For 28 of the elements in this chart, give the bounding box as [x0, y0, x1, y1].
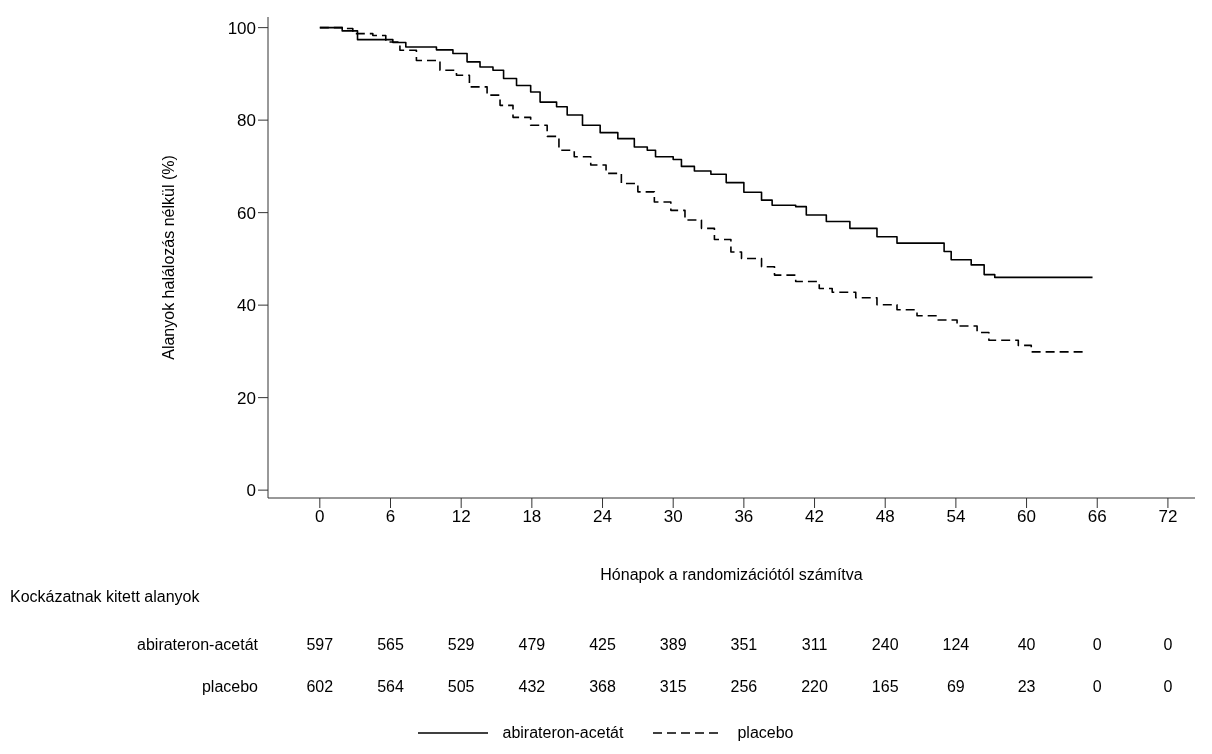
y-tick-label: 60	[237, 203, 256, 223]
x-tick-label: 42	[805, 507, 824, 527]
text: placebo	[201, 678, 258, 695]
text: 602 564 505 432 368 315 256 220 165 69 23 0 0	[306, 678, 1173, 695]
text: abirateron-acetát	[137, 636, 258, 653]
x-tick-label: 30	[663, 507, 683, 527]
legend-label: placebo	[737, 724, 794, 742]
x-tick-label: 54	[946, 507, 966, 527]
y-tick-label: 100	[227, 18, 256, 38]
text: 597 565 529 479 425 389 351 311 240 124 40 0 0	[306, 636, 1173, 653]
x-tick-label: 36	[734, 507, 754, 527]
x-tick-label: 60	[1017, 507, 1037, 527]
x-tick-label: 0	[315, 507, 325, 527]
x-tick-label: 24	[593, 507, 612, 527]
x-axis-title: Hónapok a randomizációtól számítva	[600, 566, 863, 583]
x-tick-label: 18	[522, 507, 542, 527]
x-tick-label: 66	[1087, 507, 1107, 527]
x-tick-label: 48	[875, 507, 895, 527]
x-tick-label: 72	[1158, 507, 1178, 527]
y-tick-label: 40	[237, 296, 256, 316]
y-axis-title: Alanyok halálozás nélkül (%)	[159, 155, 177, 360]
legend-label: abirateron-acetát	[502, 724, 624, 742]
y-tick-label: 20	[237, 388, 256, 408]
y-tick-label: 0	[246, 481, 256, 501]
text: Kockázatnak kitett alanyok	[10, 588, 200, 606]
y-tick-label: 80	[237, 111, 256, 131]
x-tick-label: 6	[385, 507, 396, 527]
x-tick-label: 12	[451, 507, 471, 527]
